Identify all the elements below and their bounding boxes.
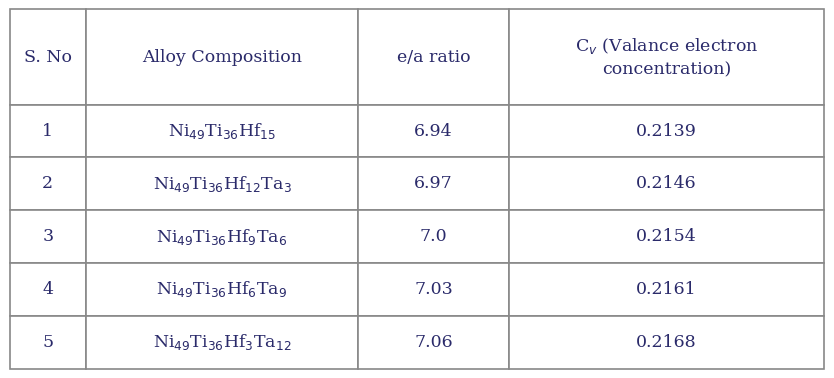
Bar — [10, 210, 86, 263]
Bar — [359, 157, 509, 210]
Bar — [10, 316, 86, 369]
Text: Ni$_{49}$Ti$_{36}$Hf$_{6}$Ta$_{9}$: Ni$_{49}$Ti$_{36}$Hf$_{6}$Ta$_{9}$ — [157, 279, 288, 299]
Bar — [86, 9, 359, 105]
Text: 0.2168: 0.2168 — [636, 334, 696, 351]
Text: 7.0: 7.0 — [420, 228, 448, 245]
Bar — [86, 316, 359, 369]
Text: Ni$_{49}$Ti$_{36}$Hf$_{3}$Ta$_{12}$: Ni$_{49}$Ti$_{36}$Hf$_{3}$Ta$_{12}$ — [153, 332, 291, 352]
Text: Ni$_{49}$Ti$_{36}$Hf$_{15}$: Ni$_{49}$Ti$_{36}$Hf$_{15}$ — [168, 121, 276, 141]
Text: 2: 2 — [43, 175, 53, 192]
Text: 6.97: 6.97 — [414, 175, 453, 192]
Text: S. No: S. No — [24, 48, 72, 65]
Text: C$_v$ (Valance electron
concentration): C$_v$ (Valance electron concentration) — [575, 36, 758, 78]
Text: 4: 4 — [43, 281, 53, 298]
Bar — [359, 210, 509, 263]
Text: 7.06: 7.06 — [414, 334, 453, 351]
Text: 5: 5 — [43, 334, 53, 351]
Bar — [359, 9, 509, 105]
Text: 7.03: 7.03 — [414, 281, 453, 298]
Text: 0.2154: 0.2154 — [636, 228, 697, 245]
Bar — [509, 316, 824, 369]
Bar — [359, 316, 509, 369]
Text: e/a ratio: e/a ratio — [397, 48, 470, 65]
Bar — [86, 210, 359, 263]
Bar — [509, 263, 824, 316]
Bar — [86, 157, 359, 210]
Text: Alloy Composition: Alloy Composition — [142, 48, 302, 65]
Bar — [509, 9, 824, 105]
Bar — [359, 263, 509, 316]
Bar — [509, 210, 824, 263]
Bar — [86, 263, 359, 316]
Bar — [10, 9, 86, 105]
Text: 0.2146: 0.2146 — [636, 175, 696, 192]
Bar — [10, 157, 86, 210]
Bar — [509, 157, 824, 210]
Text: 0.2161: 0.2161 — [636, 281, 696, 298]
Bar — [359, 105, 509, 157]
Text: Ni$_{49}$Ti$_{36}$Hf$_{9}$Ta$_{6}$: Ni$_{49}$Ti$_{36}$Hf$_{9}$Ta$_{6}$ — [157, 226, 288, 246]
Text: 3: 3 — [43, 228, 53, 245]
Text: Ni$_{49}$Ti$_{36}$Hf$_{12}$Ta$_{3}$: Ni$_{49}$Ti$_{36}$Hf$_{12}$Ta$_{3}$ — [153, 174, 291, 194]
Bar — [10, 105, 86, 157]
Text: 0.2139: 0.2139 — [636, 122, 697, 139]
Bar — [509, 105, 824, 157]
Bar — [10, 263, 86, 316]
Text: 6.94: 6.94 — [414, 122, 453, 139]
Bar — [86, 105, 359, 157]
Text: 1: 1 — [43, 122, 53, 139]
